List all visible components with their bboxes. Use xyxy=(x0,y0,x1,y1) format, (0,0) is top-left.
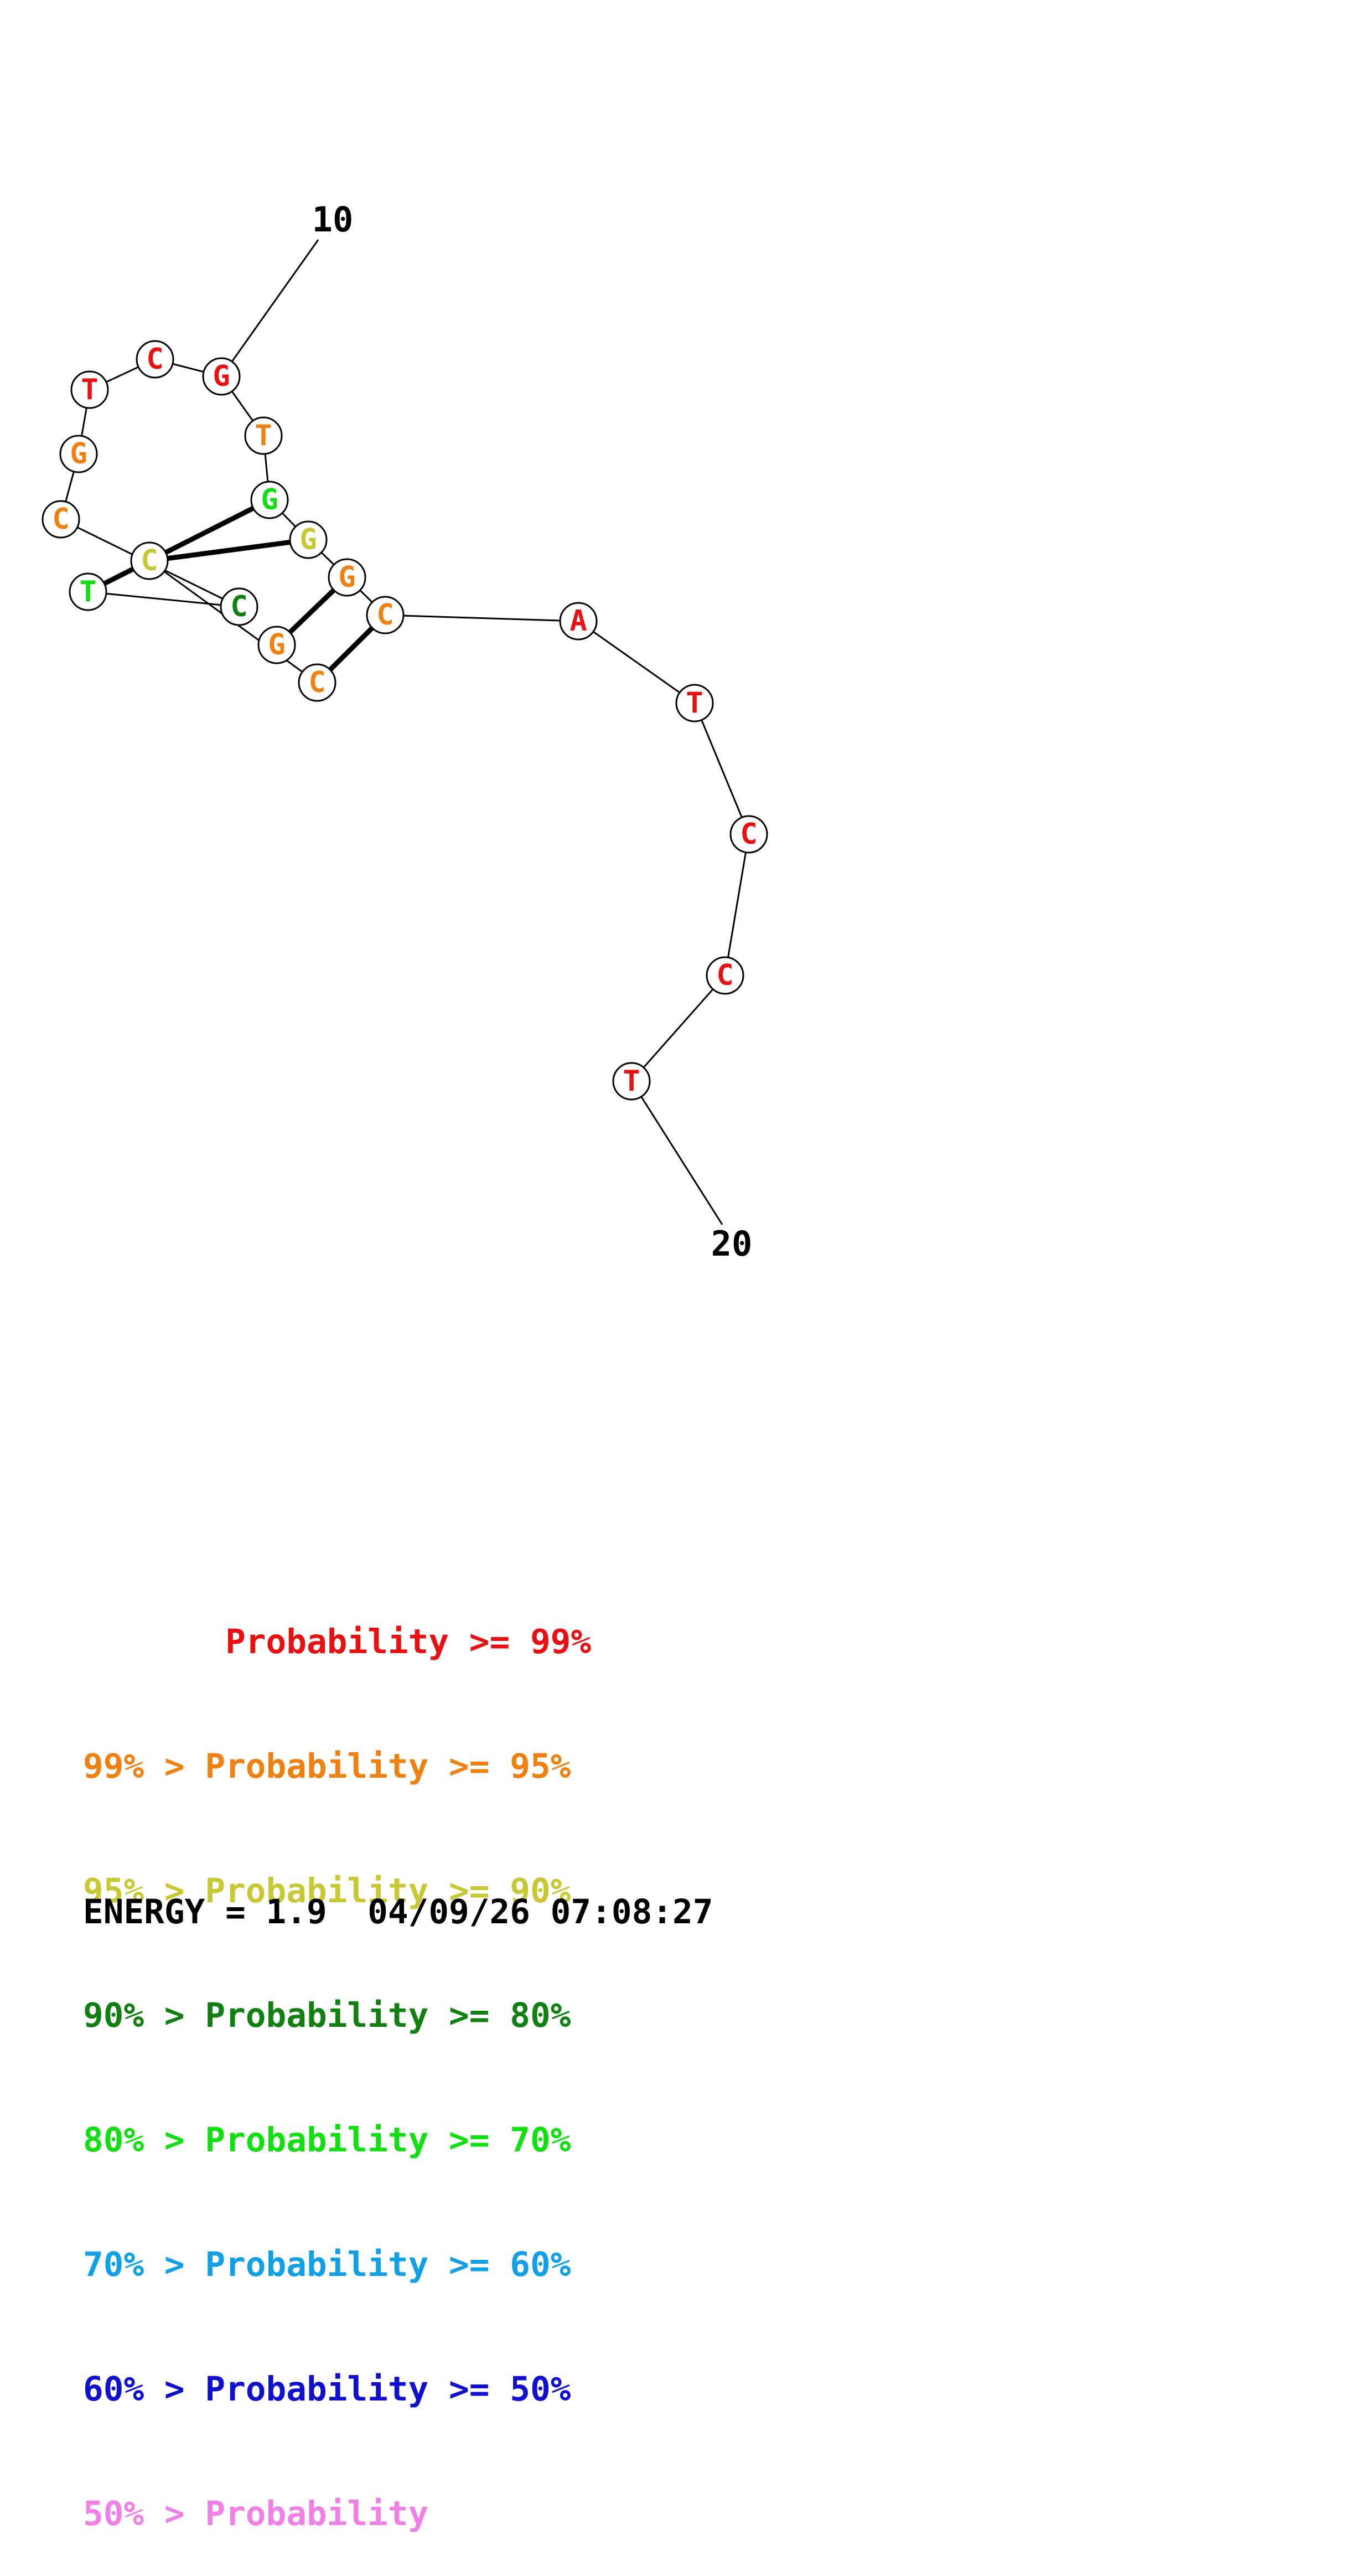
backbone-segment xyxy=(385,614,579,622)
base-pair-bond xyxy=(86,497,271,595)
nucleotide-letter: C xyxy=(141,544,158,577)
nucleotide: G xyxy=(202,357,241,396)
backbone-segment xyxy=(724,834,750,976)
backbone-segment xyxy=(220,239,319,377)
nucleotide: T xyxy=(244,416,283,455)
backbone-segment xyxy=(578,620,695,704)
nucleotide-circle xyxy=(70,370,109,409)
start-index-label: 10 xyxy=(312,199,354,240)
nucleotide-letter: G xyxy=(261,483,278,517)
nucleotide-circle xyxy=(130,541,169,580)
backbone-segment xyxy=(87,591,240,608)
nucleotide-circle xyxy=(612,1062,651,1101)
nucleotide-circle xyxy=(729,815,768,854)
nucleotide-circle xyxy=(244,416,283,455)
nucleotide: G xyxy=(328,558,366,597)
nucleotide-letter: C xyxy=(52,503,69,536)
nucleotide-circle xyxy=(42,500,80,539)
nucleotide-letter: C xyxy=(376,598,394,632)
nucleotide-letter: T xyxy=(623,1065,640,1098)
nucleotide-letter: C xyxy=(740,818,757,851)
legend-entry: 80% > Probability >= 70% xyxy=(83,2120,571,2160)
base-pair-bond xyxy=(149,537,309,564)
nucleotide: C xyxy=(366,596,405,634)
nucleotide-circle xyxy=(706,956,744,995)
nucleotide-circle xyxy=(289,520,328,559)
nucleotide: G xyxy=(257,626,296,664)
nucleotide-letter: T xyxy=(81,373,98,406)
nucleotide-letter: G xyxy=(299,523,317,556)
legend-entry: 95% > Probability >= 90% xyxy=(83,1871,571,1911)
nucleotide-letter: G xyxy=(338,561,355,594)
legend-entry: 90% > Probability >= 80% xyxy=(83,1996,571,2035)
nucleotide-letter: T xyxy=(255,419,272,452)
nucleotide-circle xyxy=(250,481,289,519)
end-index-label: 20 xyxy=(711,1224,753,1264)
legend-entry: 50% > Probability xyxy=(83,2494,429,2533)
nucleotide: A xyxy=(559,602,598,641)
nucleotide: C xyxy=(130,541,169,580)
nucleotide: T xyxy=(675,684,714,722)
nucleotide-circle xyxy=(59,435,98,473)
nucleotide: T xyxy=(69,572,107,611)
nucleotide-circle xyxy=(136,340,174,379)
nucleotide-letter: G xyxy=(213,360,230,393)
energy-footer: ENERGY = 1.9 04/09/26 07:08:27 xyxy=(83,1892,713,1932)
nucleotide-letter: C xyxy=(146,343,163,376)
nucleotide: C xyxy=(706,956,744,995)
nucleotide-letter: G xyxy=(268,628,285,662)
nucleotide-letter: C xyxy=(308,666,325,699)
nucleotide: C xyxy=(729,815,768,854)
nucleotide: C xyxy=(136,340,174,379)
nucleotide-circle xyxy=(257,626,296,664)
nucleotide-circle xyxy=(328,558,366,597)
nucleotide-circle xyxy=(675,684,714,722)
nucleotide-circle xyxy=(202,357,241,396)
nucleotide-letter: A xyxy=(569,605,587,638)
nucleotide: G xyxy=(289,520,328,559)
nucleotide: T xyxy=(612,1062,651,1101)
nucleotide-letter: C xyxy=(716,959,733,992)
nucleotide: G xyxy=(59,435,98,473)
backbone-segment xyxy=(630,1081,723,1225)
legend-entry: 70% > Probability >= 60% xyxy=(83,2245,571,2284)
nucleotide-letter: C xyxy=(230,590,247,623)
legend-entry: 99% > Probability >= 95% xyxy=(83,1747,571,1786)
nucleotide-circle xyxy=(298,663,336,702)
backbone-segment xyxy=(693,703,750,835)
nucleotide-circle xyxy=(559,602,598,641)
nucleotide: C xyxy=(220,587,258,626)
probability-legend: Probability >= 99% 99% > Probability >= … xyxy=(83,1538,591,2576)
nucleotide-circle xyxy=(366,596,405,634)
nucleotide-letter: T xyxy=(79,575,96,608)
nucleotide: C xyxy=(42,500,80,539)
legend-entry: Probability >= 99% xyxy=(83,1622,592,1661)
nucleotide: C xyxy=(298,663,336,702)
legend-entry: 60% > Probability >= 50% xyxy=(83,2369,571,2409)
nucleotide-letter: T xyxy=(686,686,703,720)
nucleotide-letter: G xyxy=(70,437,87,471)
nucleotide: T xyxy=(70,370,109,409)
nucleotide-circle xyxy=(69,572,107,611)
nucleotide: G xyxy=(250,481,289,519)
backbone-segment xyxy=(630,975,726,1082)
nucleotide-circle xyxy=(220,587,258,626)
